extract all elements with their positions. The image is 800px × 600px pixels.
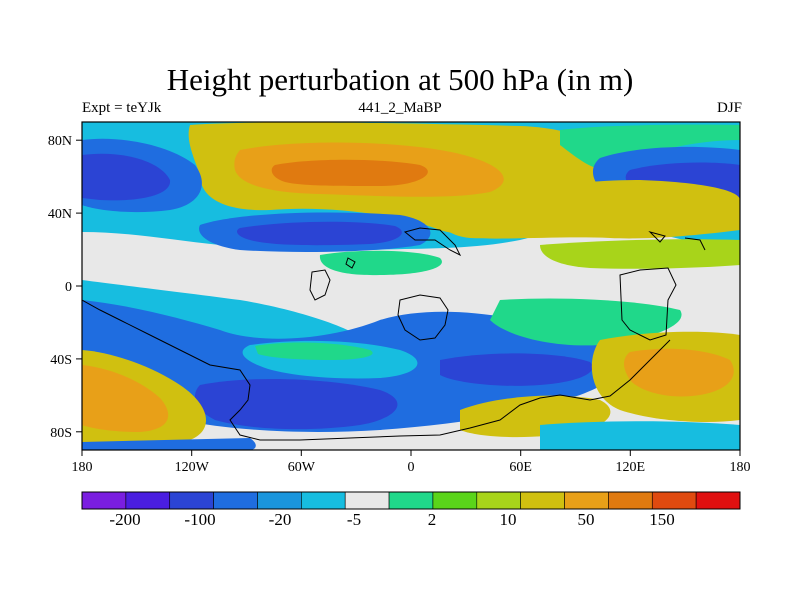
y-tick-label: 80N [48, 134, 72, 149]
darkblue-trough-midlat [237, 221, 402, 246]
colorbar-box [81, 491, 127, 510]
darkblue-low-south [195, 378, 398, 430]
x-tick-label: 60E [509, 460, 532, 475]
orange-southwest [82, 365, 169, 432]
y-tick-label: 0 [65, 280, 72, 295]
coastlines [82, 227, 706, 441]
colorbar-label: 50 [578, 510, 595, 529]
coastline-northern [403, 227, 706, 257]
colorbar-box [651, 491, 697, 510]
y-tick-label: 40N [48, 207, 72, 222]
x-tick-label: 60W [288, 460, 316, 475]
cyan-west-tropics [82, 280, 370, 351]
colorbar-label: 10 [500, 510, 517, 529]
season-label: DJF [716, 100, 742, 116]
olive-band-east-north [436, 180, 740, 239]
darkblue-low-northwest [82, 153, 171, 201]
colorbar-label: -100 [184, 510, 215, 529]
colorbar-box [169, 491, 214, 510]
coastline-south-america [309, 257, 356, 301]
colorbar-label: -5 [347, 510, 361, 529]
colorbar-box [213, 491, 258, 510]
yellow-green-east [540, 239, 740, 269]
experiment-label: Expt = teYJk [82, 100, 162, 116]
contour-field [82, 122, 740, 450]
orange-southeast [624, 348, 734, 397]
darkblue-low-south-east [440, 353, 593, 386]
colorbar-label: 2 [428, 510, 437, 529]
colorbar-box [608, 491, 653, 510]
colorbar-box [344, 491, 390, 510]
colorbar-label: -200 [109, 510, 140, 529]
colorbar-box [432, 491, 478, 510]
x-tick-label: 0 [408, 460, 415, 475]
green-east [319, 250, 442, 276]
coastline-australia [619, 267, 677, 341]
colorbar-box [564, 491, 609, 510]
y-tick-label: 80S [50, 426, 72, 441]
colorbar [81, 491, 741, 510]
colorbar-frame [81, 491, 741, 510]
colorbar-box [125, 491, 171, 510]
coastline-antarctica [82, 299, 671, 441]
dark-orange-core-north [271, 159, 428, 186]
colorbar-box [520, 491, 565, 510]
blue-southwest-corner [82, 438, 256, 450]
colorbar-box [257, 491, 302, 510]
x-tick-label: 120E [616, 460, 646, 475]
map-title: Height perturbation at 500 hPa (in m) [166, 62, 634, 97]
x-tick-label: 120W [175, 460, 210, 475]
colorbar-label: -20 [269, 510, 292, 529]
green-east-south [490, 298, 682, 346]
green-south-stripe [255, 342, 373, 360]
cyan-far-south [540, 421, 740, 450]
colorbar-label: 150 [649, 510, 675, 529]
run-label: 441_2_MaBP [358, 100, 442, 116]
tick-marks [76, 139, 741, 456]
colorbar-box [301, 491, 346, 510]
colorbar-box [388, 491, 434, 510]
coastline-africa [397, 294, 449, 341]
colorbar-box [476, 491, 521, 510]
x-tick-label: 180 [72, 460, 93, 475]
colorbar-box [695, 491, 741, 510]
y-tick-label: 40S [50, 353, 72, 368]
x-tick-label: 180 [730, 460, 751, 475]
